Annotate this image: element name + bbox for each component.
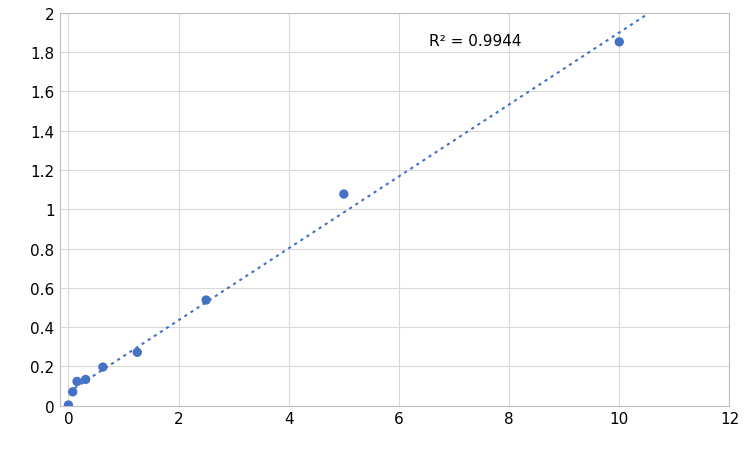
Point [62,401,74,409]
Point [132,349,144,356]
Point [613,39,625,46]
Point [67,388,79,396]
Point [338,191,350,198]
Text: R² = 0.9944: R² = 0.9944 [429,34,522,49]
Point [97,364,109,371]
Point [71,378,83,385]
Point [80,376,92,383]
Point [200,297,212,304]
